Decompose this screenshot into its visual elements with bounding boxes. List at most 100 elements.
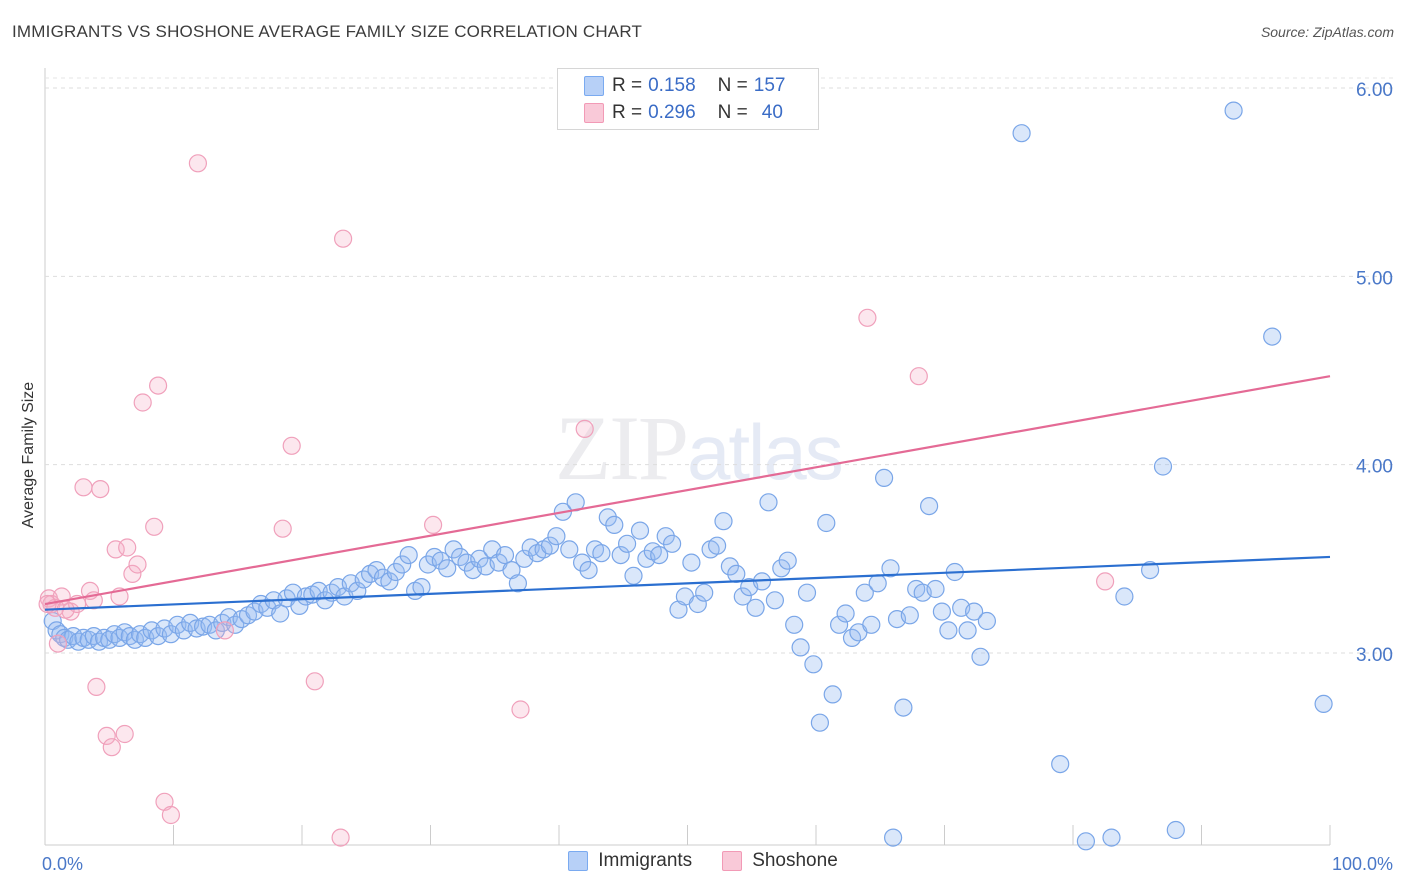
immigrants-point <box>598 508 617 527</box>
immigrants-point <box>386 562 405 582</box>
y-tick-label: 3.00 <box>1356 645 1393 666</box>
legend-label-immigrants: Immigrants <box>598 850 693 871</box>
r-value: 0.158 <box>648 75 696 96</box>
immigrants-trend-line <box>44 555 1331 611</box>
immigrants-point <box>495 545 515 565</box>
shoshone-trend-line <box>44 375 1331 606</box>
immigrants-point <box>688 594 707 614</box>
shoshone-points <box>38 154 1115 847</box>
immigrants-point <box>393 555 412 574</box>
immigrants-point <box>817 513 836 533</box>
immigrants-point <box>438 559 457 578</box>
immigrants-point <box>939 621 958 640</box>
x-axis-ticks <box>44 825 1331 845</box>
immigrants-point <box>290 596 309 616</box>
immigrants-point <box>874 468 894 487</box>
immigrants-point <box>971 647 990 666</box>
r-label: R = <box>612 75 643 96</box>
immigrants-point <box>547 527 566 546</box>
immigrants-point <box>572 553 592 572</box>
legend-label-shoshone: Shoshone <box>752 850 838 871</box>
shoshone-point <box>282 436 301 455</box>
immigrants-point <box>1102 828 1121 847</box>
immigrants-point <box>958 621 977 640</box>
shoshone-point <box>74 478 93 497</box>
immigrants-point <box>836 604 855 623</box>
tick-labels: 3.00 4.00 5.00 6.00 0.0% 100.0% <box>42 80 1393 874</box>
immigrants-point <box>855 583 874 602</box>
immigrants-point <box>380 572 399 591</box>
immigrants-point <box>900 606 919 625</box>
immigrants-point <box>579 560 598 580</box>
immigrants-point <box>727 564 746 584</box>
n-label: N = <box>717 75 748 96</box>
shoshone-point <box>161 805 180 825</box>
shoshone-point <box>575 419 594 438</box>
immigrants-point <box>662 534 682 553</box>
immigrants-point <box>605 515 624 535</box>
shoshone-point <box>102 738 121 757</box>
shoshone-point <box>48 634 68 653</box>
immigrants-point <box>630 521 650 540</box>
shoshone-point <box>331 828 350 847</box>
shoshone-point <box>115 724 134 744</box>
legend-item-immigrants[interactable]: Immigrants <box>568 850 692 872</box>
immigrants-point <box>540 536 560 555</box>
shoshone-point <box>118 538 137 557</box>
shoshone-point <box>334 229 353 248</box>
immigrants-point <box>868 574 887 593</box>
legend-row-immigrants: R = 0.158 N = 157 <box>584 73 785 99</box>
shoshone-point <box>133 393 152 412</box>
immigrants-point <box>759 493 778 512</box>
immigrants-point <box>810 713 830 732</box>
immigrants-point <box>829 615 849 634</box>
correlation-legend: R = 0.158 N = 157 R = 0.296 N = 40 <box>557 68 819 130</box>
shoshone-legend-swatch <box>722 851 743 871</box>
immigrants-point <box>271 604 290 623</box>
immigrants-point <box>797 583 817 602</box>
immigrants-point <box>932 602 952 621</box>
immigrants-swatch <box>584 76 604 96</box>
watermark-zip: ZIP <box>555 397 689 499</box>
chart-title: IMMIGRANTS VS SHOSHONE AVERAGE FAMILY SI… <box>12 22 643 41</box>
immigrants-point <box>508 574 528 593</box>
immigrants-point <box>617 534 637 553</box>
immigrants-point <box>894 698 913 717</box>
x-tick-label: 0.0% <box>42 854 83 874</box>
immigrants-point <box>1115 587 1134 606</box>
immigrants-point <box>1076 832 1096 851</box>
immigrants-point <box>707 536 727 555</box>
trend-lines <box>44 375 1331 611</box>
immigrants-point <box>1153 457 1173 476</box>
legend-item-shoshone[interactable]: Shoshone <box>722 850 838 872</box>
r-value: 0.296 <box>648 102 696 123</box>
x-tick-label: 100.0% <box>1332 854 1393 874</box>
y-axis-label: Average Family Size <box>20 382 37 529</box>
shoshone-point <box>909 367 928 386</box>
immigrants-point <box>746 598 765 617</box>
y-tick-label: 6.00 <box>1356 80 1393 101</box>
shoshone-point <box>87 677 106 697</box>
shoshone-point <box>97 726 116 746</box>
immigrants-point <box>444 540 463 559</box>
immigrants-point <box>316 591 335 610</box>
immigrants-points <box>43 101 1333 851</box>
immigrants-point <box>1314 694 1333 714</box>
grid-lines <box>44 68 1395 846</box>
immigrants-point <box>1012 124 1031 143</box>
shoshone-point <box>215 621 234 640</box>
immigrants-point <box>919 497 939 516</box>
shoshone-point <box>305 672 324 691</box>
immigrants-point <box>624 566 643 585</box>
immigrants-point <box>720 557 740 576</box>
shoshone-point <box>1095 572 1115 591</box>
immigrants-point <box>656 527 675 546</box>
immigrants-point <box>714 512 733 531</box>
n-value: 40 <box>761 102 783 123</box>
source-label: Source: ZipAtlas.com <box>1260 24 1394 40</box>
shoshone-point <box>188 154 207 173</box>
immigrants-point <box>650 545 669 565</box>
watermark-atlas: atlas <box>687 408 844 496</box>
immigrants-point <box>883 828 903 847</box>
